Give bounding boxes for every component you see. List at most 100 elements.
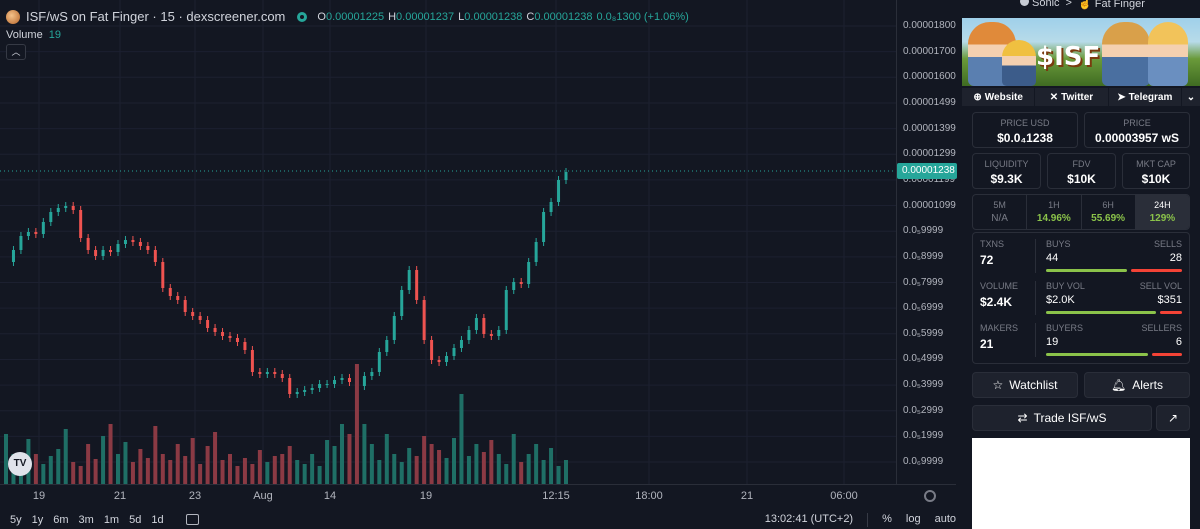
time-axis-tick: 21	[740, 490, 754, 502]
tab-24h-value: 129%	[1149, 213, 1176, 224]
more-links-button[interactable]: ⌄	[1182, 88, 1200, 106]
sell-vol-bar	[1160, 311, 1182, 314]
candle-body	[79, 210, 83, 238]
volume-legend-label: Volume	[6, 29, 43, 41]
volume-bar	[205, 446, 210, 484]
twitter-link[interactable]: ✕ Twitter	[1035, 88, 1109, 106]
volume-bar	[481, 452, 486, 484]
volume-bar	[138, 449, 143, 484]
tab-24h[interactable]: 24H 129%	[1135, 195, 1189, 229]
calendar-icon[interactable]	[185, 514, 199, 525]
twitter-label: Twitter	[1061, 91, 1094, 103]
sellers-bar	[1152, 353, 1182, 356]
volume-bar	[93, 459, 98, 484]
volume-bar	[108, 424, 113, 484]
price-chart[interactable]: ISF/wS on Fat Finger · 15 · dexscreener.…	[0, 0, 957, 529]
volume-bar	[325, 440, 330, 484]
percent-toggle[interactable]: %	[882, 512, 892, 525]
candle-body	[168, 288, 172, 296]
candle-body	[109, 250, 113, 252]
volume-bar	[302, 464, 307, 484]
candle-body	[318, 384, 322, 388]
open-external-button[interactable]: ↗	[1156, 405, 1190, 431]
candle-body	[265, 372, 269, 374]
time-axis[interactable]: 19 21 23 Aug 14 19 12:15 18:00 21 06:00	[0, 484, 956, 506]
log-toggle[interactable]: log	[905, 512, 921, 525]
candle-body	[407, 270, 411, 290]
volume-bar	[280, 454, 285, 484]
breadcrumb-dex[interactable]: ☝ Fat Finger	[1078, 0, 1145, 10]
auto-toggle[interactable]: auto	[934, 512, 956, 525]
volume-bar	[4, 434, 8, 484]
market-cap-label: MKT CAP	[1136, 159, 1176, 169]
watchlist-button[interactable]: ☆ Watchlist	[972, 372, 1078, 398]
tab-5m-value: N/A	[991, 213, 1008, 224]
candle-body	[206, 320, 210, 328]
eye-icon[interactable]	[297, 11, 308, 22]
ohlc-open: 0.00001225	[325, 10, 385, 23]
social-links: ⊕ Website ✕ Twitter ➤ Telegram ⌄	[962, 88, 1200, 106]
breadcrumb-chain[interactable]: Sonic	[1020, 0, 1060, 10]
range-1d[interactable]: 1d	[151, 513, 164, 526]
volume-bar	[332, 446, 337, 484]
tab-6h-value: 55.69%	[1091, 213, 1126, 224]
tab-5m[interactable]: 5M N/A	[973, 195, 1028, 229]
volume-bar	[526, 454, 531, 484]
price-axis-tick: 0.0₅8999	[903, 250, 944, 262]
candle-body	[250, 350, 254, 372]
price-usd-card: PRICE USD $0.0₄1238	[972, 112, 1078, 148]
volume-bar	[452, 438, 456, 484]
price-axis-tick: 0.0₅5999	[903, 327, 944, 339]
telegram-label: Telegram	[1128, 91, 1173, 103]
tab-1h[interactable]: 1H 14.96%	[1027, 195, 1082, 229]
candle-body	[377, 352, 381, 372]
clock[interactable]: 13:02:41 (UTC+2)	[764, 512, 854, 525]
range-5y[interactable]: 5y	[10, 513, 22, 526]
fdv-label: FDV	[1072, 159, 1091, 169]
volume-bar	[265, 462, 270, 484]
range-1y[interactable]: 1y	[31, 513, 44, 526]
price-axis[interactable]: 0.00001800 0.00001700 0.00001600 0.00001499…	[896, 0, 957, 484]
alerts-button[interactable]: 🔔︎ Alerts	[1084, 372, 1190, 398]
price-native-value: 0.00003957 wS	[1094, 131, 1180, 145]
volume-bar	[496, 454, 501, 484]
volume-bar	[541, 460, 546, 484]
candle-body	[64, 206, 68, 208]
trade-button[interactable]: ⇄ Trade ISF/wS	[972, 405, 1152, 431]
trade-label: Trade ISF/wS	[1033, 411, 1107, 425]
candle-body	[497, 330, 501, 336]
range-3m[interactable]: 3m	[78, 513, 94, 526]
chart-title: ISF/wS on Fat Finger · 15 · dexscreener.…	[26, 9, 286, 24]
volume-bar	[347, 434, 352, 484]
tradingview-logo-icon[interactable]: TV	[8, 452, 32, 476]
buys-label: BUYS	[1046, 239, 1071, 249]
buys-sells-bar	[1046, 269, 1182, 272]
token-banner: $ISF	[962, 18, 1200, 86]
volume-bar	[556, 466, 561, 484]
volume-bar	[429, 444, 434, 484]
candle-body	[415, 270, 419, 300]
volume-bar	[459, 394, 464, 484]
volume-bar	[78, 466, 83, 484]
volume-legend-value: 19	[48, 29, 61, 41]
candle-body	[19, 236, 23, 250]
candle-body	[370, 372, 374, 376]
candle-body	[86, 238, 90, 250]
range-6m[interactable]: 6m	[53, 513, 69, 526]
price-axis-tick: 0.0₅7999	[903, 276, 944, 288]
candle-body	[557, 180, 561, 202]
range-5d[interactable]: 5d	[129, 513, 142, 526]
tab-24h-label: 24H	[1154, 200, 1171, 210]
website-link[interactable]: ⊕ Website	[962, 88, 1036, 106]
candle-body	[489, 334, 493, 336]
candle-body	[385, 340, 389, 352]
chart-plot[interactable]	[0, 0, 956, 484]
candle-body	[280, 374, 284, 378]
settings-gear-icon[interactable]	[924, 490, 936, 502]
candle-body	[445, 356, 449, 362]
range-1m[interactable]: 1m	[103, 513, 120, 526]
tab-6h[interactable]: 6H 55.69%	[1082, 195, 1136, 229]
volume-bar	[369, 444, 374, 484]
telegram-link[interactable]: ➤ Telegram	[1109, 88, 1182, 106]
collapse-legend-button[interactable]: ︿	[6, 44, 26, 60]
